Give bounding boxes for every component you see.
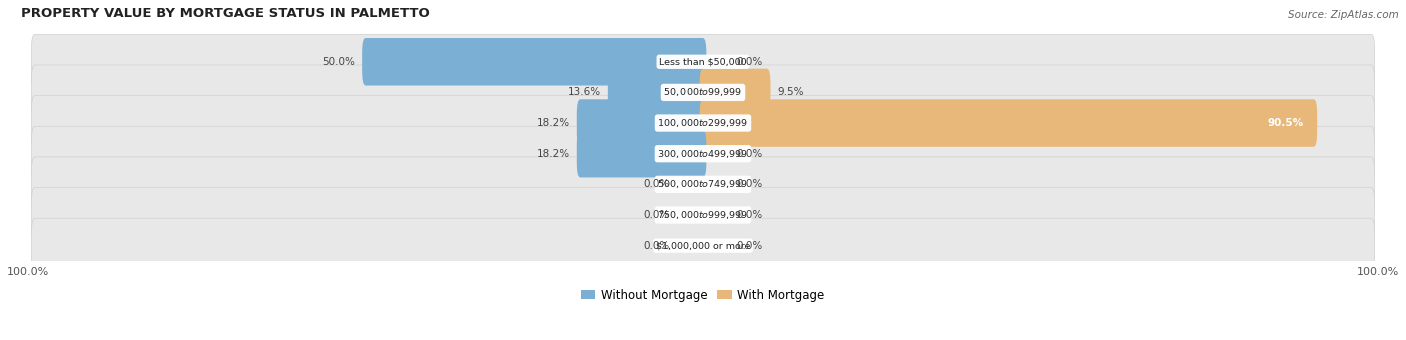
Text: 90.5%: 90.5%	[1268, 118, 1303, 128]
Text: 0.0%: 0.0%	[737, 57, 763, 67]
Text: 0.0%: 0.0%	[643, 241, 669, 251]
FancyBboxPatch shape	[363, 38, 706, 86]
FancyBboxPatch shape	[576, 130, 706, 177]
Text: $1,000,000 or more: $1,000,000 or more	[655, 241, 751, 250]
FancyBboxPatch shape	[700, 69, 770, 116]
FancyBboxPatch shape	[31, 218, 1375, 273]
FancyBboxPatch shape	[31, 157, 1375, 212]
Text: Less than $50,000: Less than $50,000	[659, 57, 747, 66]
FancyBboxPatch shape	[607, 69, 706, 116]
Text: 0.0%: 0.0%	[737, 149, 763, 159]
Text: $750,000 to $999,999: $750,000 to $999,999	[658, 209, 748, 221]
FancyBboxPatch shape	[31, 96, 1375, 151]
Text: 18.2%: 18.2%	[537, 118, 569, 128]
Legend: Without Mortgage, With Mortgage: Without Mortgage, With Mortgage	[576, 284, 830, 306]
FancyBboxPatch shape	[31, 126, 1375, 181]
Text: 0.0%: 0.0%	[737, 179, 763, 189]
Text: 50.0%: 50.0%	[322, 57, 356, 67]
Text: 0.0%: 0.0%	[643, 179, 669, 189]
FancyBboxPatch shape	[31, 188, 1375, 242]
Text: $500,000 to $749,999: $500,000 to $749,999	[658, 178, 748, 190]
Text: $50,000 to $99,999: $50,000 to $99,999	[664, 86, 742, 98]
Text: 0.0%: 0.0%	[737, 210, 763, 220]
Text: $100,000 to $299,999: $100,000 to $299,999	[658, 117, 748, 129]
Text: 9.5%: 9.5%	[778, 87, 804, 98]
Text: PROPERTY VALUE BY MORTGAGE STATUS IN PALMETTO: PROPERTY VALUE BY MORTGAGE STATUS IN PAL…	[21, 7, 430, 20]
FancyBboxPatch shape	[31, 34, 1375, 89]
Text: Source: ZipAtlas.com: Source: ZipAtlas.com	[1288, 10, 1399, 20]
FancyBboxPatch shape	[576, 99, 706, 147]
Text: 13.6%: 13.6%	[568, 87, 602, 98]
Text: 18.2%: 18.2%	[537, 149, 569, 159]
Text: $300,000 to $499,999: $300,000 to $499,999	[658, 148, 748, 160]
Text: 0.0%: 0.0%	[643, 210, 669, 220]
FancyBboxPatch shape	[700, 99, 1317, 147]
Text: 0.0%: 0.0%	[737, 241, 763, 251]
FancyBboxPatch shape	[31, 65, 1375, 120]
